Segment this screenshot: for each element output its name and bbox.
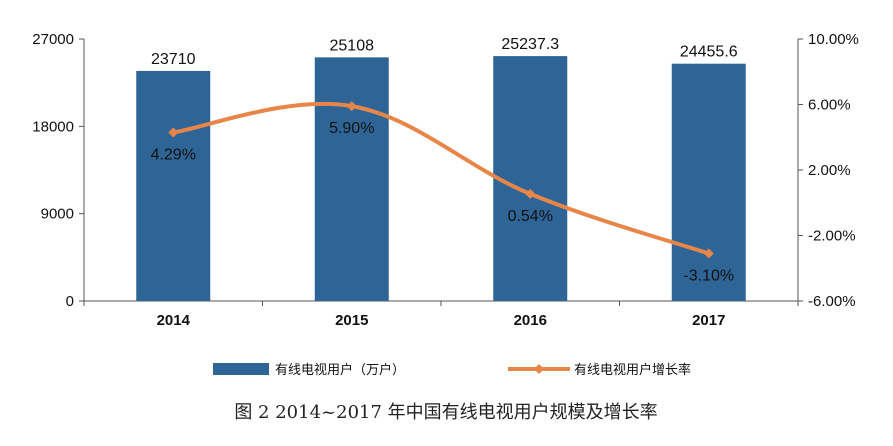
- x-tick-label: 2014: [157, 312, 191, 329]
- line-value-label: 4.29%: [151, 147, 196, 164]
- bar-value-label: 24455.6: [680, 44, 738, 61]
- bar: [314, 57, 389, 301]
- x-tick-label: 2017: [692, 312, 725, 329]
- bar-value-label: 23710: [151, 51, 196, 68]
- bar-value-label: 25108: [330, 37, 375, 54]
- bar: [493, 56, 568, 301]
- line-point-marker: [346, 101, 357, 112]
- line-point-marker: [703, 248, 714, 259]
- line-value-label: 0.54%: [508, 208, 553, 225]
- right-tick-label: -2.00%: [808, 228, 856, 245]
- left-tick-label: 9000: [41, 206, 74, 223]
- line-value-label: 5.90%: [329, 120, 374, 137]
- legend-label-line: 有线电视用户增长率: [574, 362, 691, 378]
- left-tick-label: 18000: [32, 118, 74, 135]
- line-point-marker: [168, 127, 179, 138]
- bar: [671, 63, 746, 301]
- plot-area: 0 9000 18000 27000 -6.00% -2.00% 2.00% 6.00% 10.…: [32, 31, 859, 329]
- left-tick-label: 27000: [32, 31, 74, 48]
- left-tick-label: 0: [66, 293, 74, 310]
- right-tick-label: 10.00%: [808, 31, 859, 48]
- line-point-marker: [525, 188, 536, 199]
- x-tick-label: 2015: [335, 312, 368, 329]
- figure-caption: 图 2 2014~2017 年中国有线电视用户规模及增长率: [234, 402, 657, 423]
- right-tick-label: 2.00%: [808, 162, 851, 179]
- legend-swatch-bar: [213, 363, 269, 375]
- legend-label-bar: 有线电视用户（万户）: [275, 362, 405, 378]
- x-tick-label: 2016: [514, 312, 547, 329]
- line-value-label: -3.10%: [683, 268, 734, 285]
- bar: [136, 70, 211, 301]
- legend: 有线电视用户（万户） 有线电视用户增长率: [213, 362, 691, 378]
- growth-rate-line: [171, 101, 711, 256]
- legend-marker-line: [534, 364, 544, 374]
- right-tick-label: 6.00%: [808, 97, 851, 114]
- bar-value-label: 25237.3: [501, 36, 559, 53]
- right-tick-label: -6.00%: [808, 293, 856, 310]
